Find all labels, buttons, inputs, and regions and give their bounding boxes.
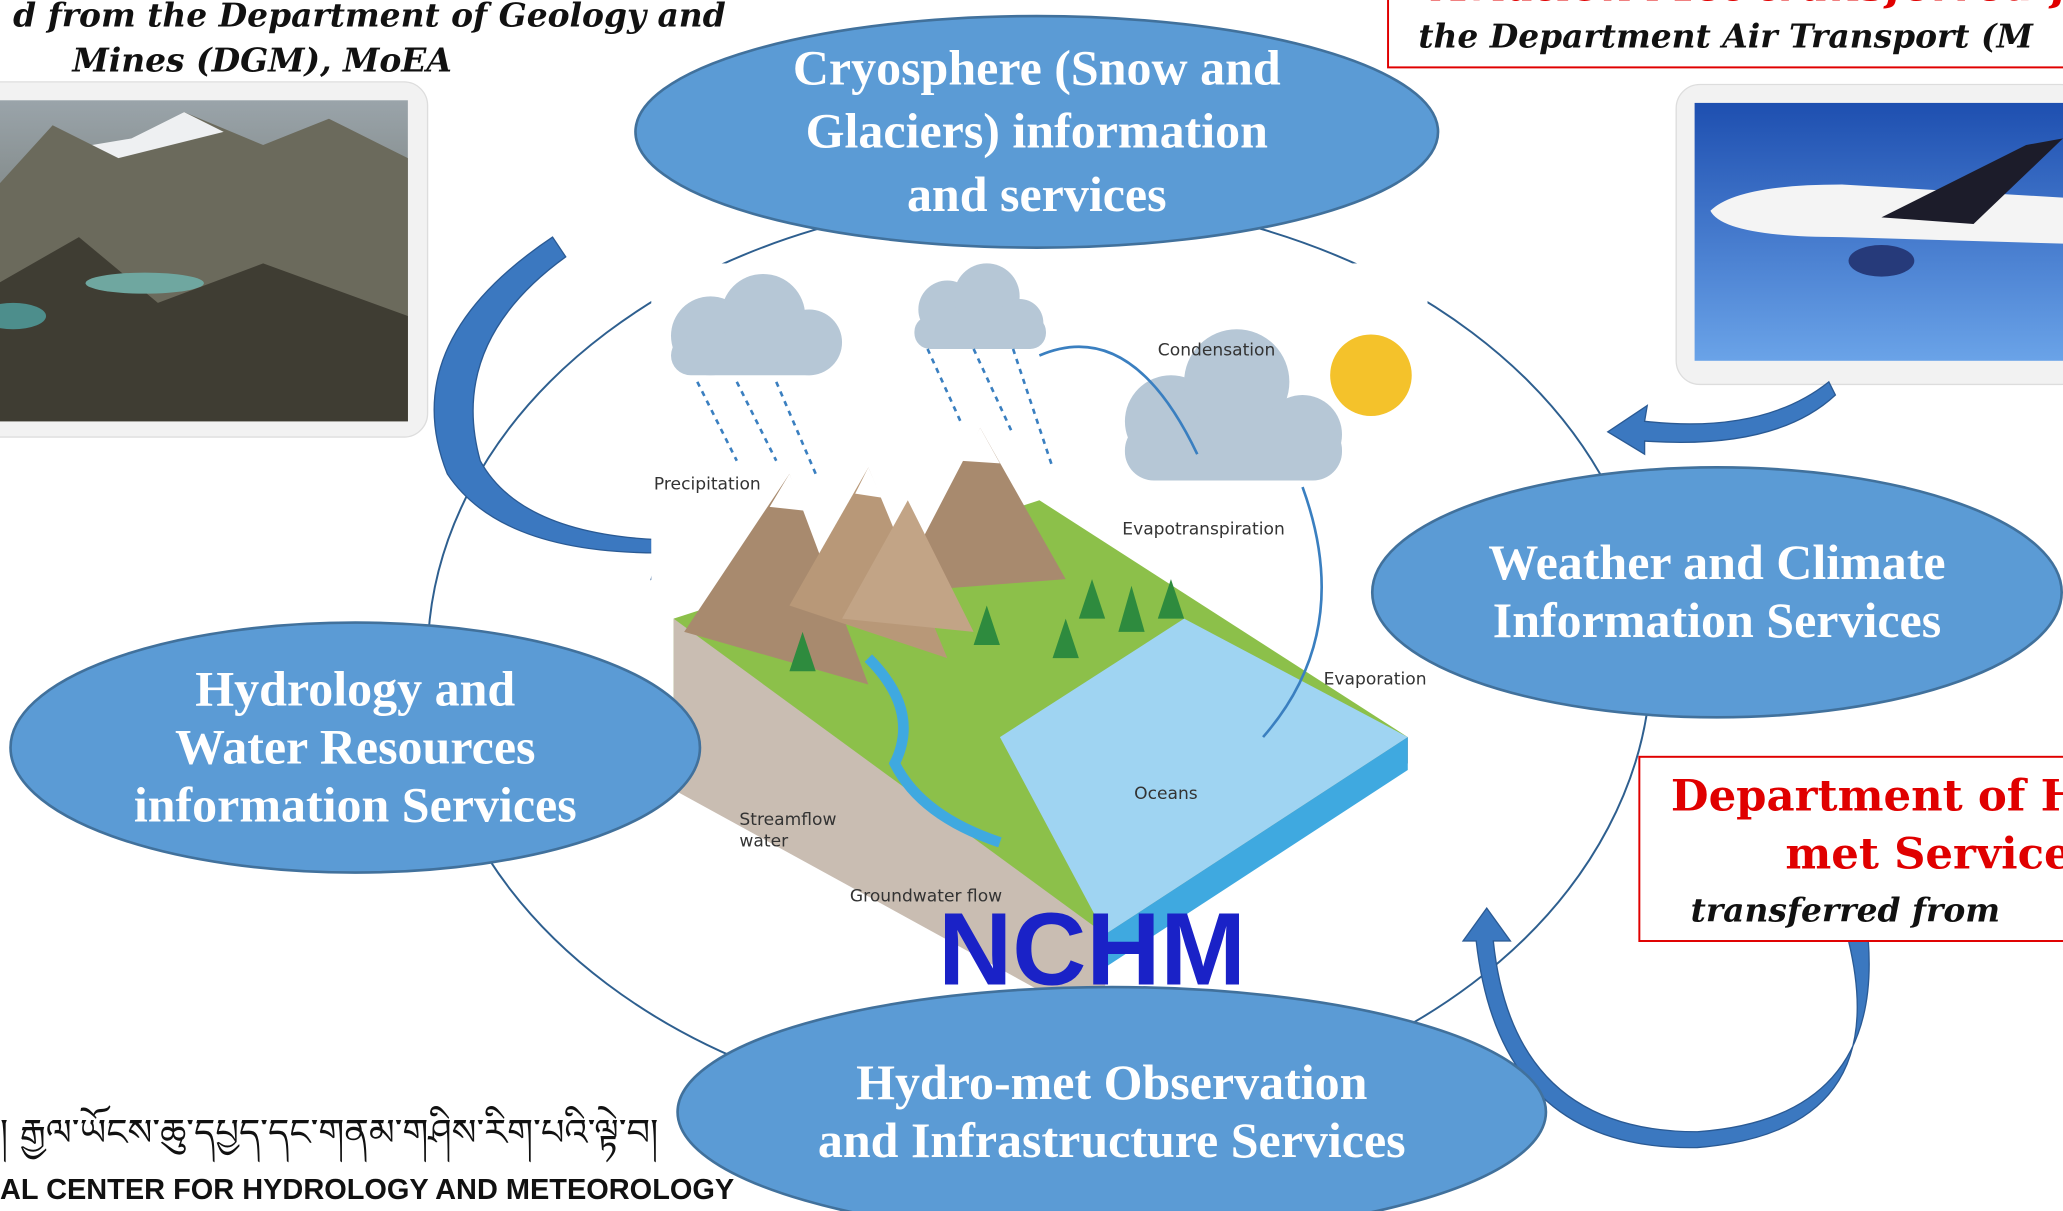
diagram-label: Precipitation <box>654 475 761 495</box>
diagram-label: Evapotranspiration <box>1122 519 1285 539</box>
diagram-label: Oceans <box>1134 784 1198 804</box>
footer-tibetan: ། རྒྱལ་ཡོངས་ཆུ་དཔྱད་དང་གནམ་གཤིས་རིག་པའི་… <box>0 1105 658 1163</box>
diagram: d from the Department of Geology and Min… <box>0 0 2063 1211</box>
header-right-line: Aviation Met transferred fr <box>1430 0 2063 11</box>
mountain-photo <box>0 82 428 437</box>
ellipse-text: and services <box>907 166 1167 222</box>
right-box-line: Department of H <box>1671 771 2063 822</box>
ellipse-text: and Infrastructure Services <box>818 1112 1406 1168</box>
ellipse-text: Water Resources <box>175 718 535 774</box>
ellipse-text: Hydrology and <box>195 660 515 716</box>
service-ellipse: Hydrology and Water Resources informatio… <box>11 623 700 873</box>
diagram-label: Condensation <box>1158 341 1276 361</box>
header-left-line: d from the Department of Geology and <box>13 0 726 35</box>
ellipse-text: Glaciers) information <box>806 103 1268 159</box>
arrow <box>1608 382 1836 454</box>
ellipse-text: Cryosphere (Snow and <box>793 39 1281 95</box>
footer-english: AL CENTER FOR HYDROLOGY AND METEOROLOGY <box>0 1174 734 1206</box>
ellipse-text: information Services <box>134 776 577 832</box>
right-box-line: transferred from <box>1691 890 2000 929</box>
service-ellipse: Weather and Climate Information Services <box>1372 467 2061 717</box>
diagram-label: Streamflow <box>739 810 836 830</box>
header-right-line: the Department Air Transport (M <box>1418 17 2034 56</box>
service-ellipse: Cryosphere (Snow and Glaciers) informati… <box>635 16 1438 248</box>
diagram-label: water <box>739 831 789 851</box>
diagram-label: Evaporation <box>1324 669 1427 689</box>
right-box-line: met Service <box>1785 829 2063 880</box>
ellipse-text: Hydro-met Observation <box>856 1054 1368 1110</box>
ellipse-text: Information Services <box>1493 592 1941 648</box>
airplane-photo <box>1676 84 2063 384</box>
ellipse-text: Weather and Climate <box>1488 534 1945 590</box>
header-left-line: Mines (DGM), MoEA <box>71 40 452 79</box>
